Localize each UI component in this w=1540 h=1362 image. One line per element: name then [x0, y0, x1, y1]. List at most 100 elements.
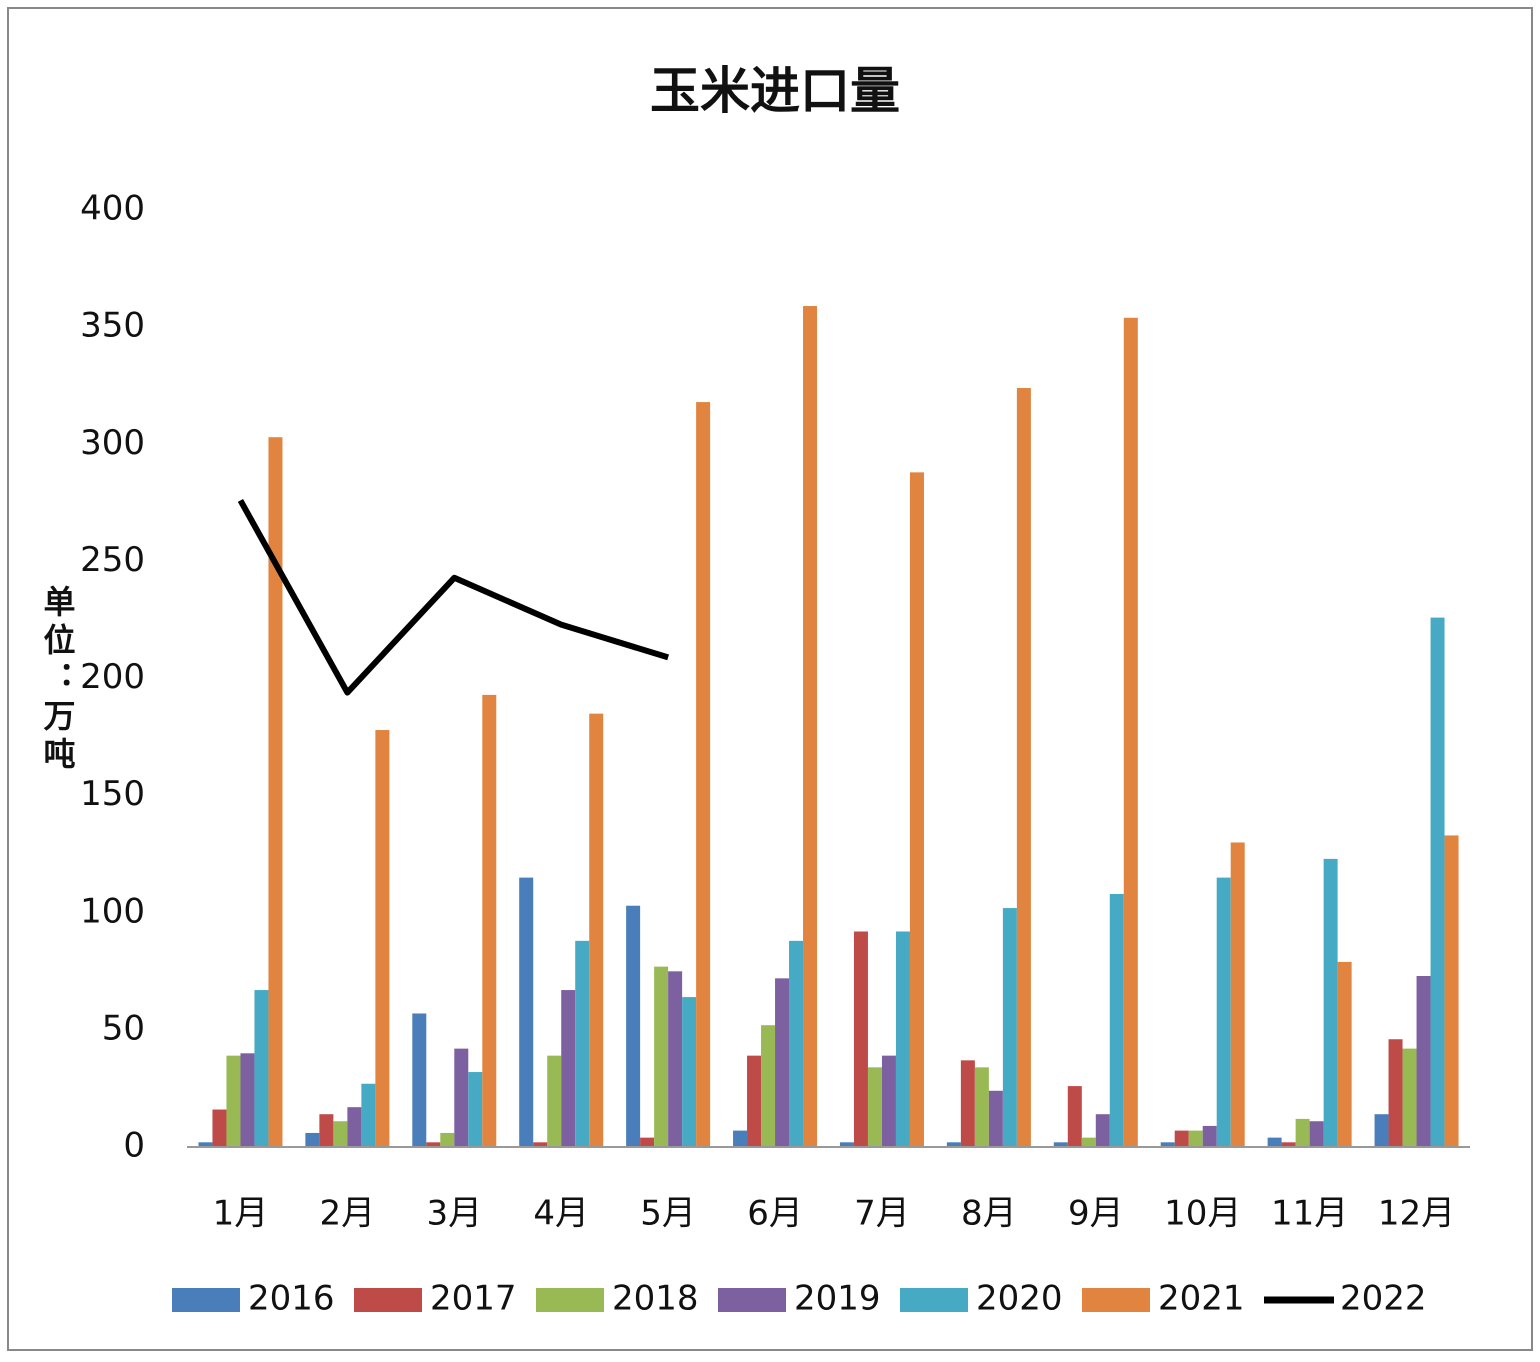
bar: [575, 940, 590, 1147]
x-tick-label: 6月: [747, 1194, 803, 1234]
y-tick-label: 250: [80, 540, 145, 580]
bar: [668, 971, 683, 1147]
legend-swatch: [900, 1288, 968, 1312]
legend-label: 2020: [976, 1279, 1063, 1319]
bar: [212, 1109, 227, 1147]
legend-label: 2019: [794, 1279, 881, 1319]
legend-label: 2018: [612, 1279, 699, 1319]
x-tick-label: 5月: [640, 1194, 696, 1234]
bar: [654, 966, 669, 1147]
x-tick-label: 9月: [1068, 1194, 1124, 1234]
bar: [803, 306, 818, 1148]
y-tick-label: 0: [123, 1126, 145, 1166]
bar: [375, 730, 390, 1147]
legend-swatch: [172, 1288, 240, 1312]
legend-label: 2016: [248, 1279, 335, 1319]
bar: [226, 1055, 241, 1147]
bar: [1053, 1142, 1068, 1147]
bar: [1309, 1121, 1324, 1147]
bar: [1337, 961, 1352, 1147]
bar: [696, 402, 711, 1148]
line: [237, 499, 670, 696]
bar: [733, 1130, 748, 1147]
bar: [682, 997, 697, 1147]
legend-swatch: [1082, 1288, 1150, 1312]
y-tick-label: 400: [80, 189, 145, 229]
x-tick-label: 12月: [1378, 1194, 1455, 1234]
bar: [333, 1121, 348, 1147]
bar: [1081, 1137, 1096, 1147]
bar: [426, 1142, 441, 1147]
bar: [1188, 1130, 1203, 1147]
x-tick-label: 11月: [1271, 1194, 1348, 1234]
bar: [519, 877, 534, 1147]
legend-label: 2017: [430, 1279, 517, 1319]
bar: [1388, 1039, 1403, 1147]
bar: [775, 978, 790, 1147]
bar: [626, 905, 641, 1147]
bar: [361, 1083, 376, 1147]
legend-label: 2021: [1158, 1279, 1245, 1319]
bar: [1444, 835, 1459, 1147]
bar: [1295, 1118, 1310, 1147]
bar: [240, 1053, 255, 1147]
x-tick-label: 1月: [213, 1194, 269, 1234]
bar: [254, 990, 269, 1147]
bar: [1230, 842, 1245, 1147]
bar: [347, 1107, 362, 1147]
bar: [198, 1142, 213, 1147]
bar: [1374, 1114, 1389, 1147]
x-tick-label: 3月: [426, 1194, 482, 1234]
x-tick-label: 10月: [1164, 1194, 1241, 1234]
bar: [974, 1067, 989, 1147]
y-tick-label: 50: [102, 1008, 145, 1048]
bar: [1016, 388, 1031, 1147]
bar: [589, 713, 604, 1147]
y-tick-label: 200: [80, 657, 145, 697]
legend-swatch: [718, 1288, 786, 1312]
bar: [1095, 1114, 1110, 1147]
bar: [547, 1055, 562, 1147]
bar: [1323, 858, 1338, 1147]
x-tick-label: 7月: [854, 1194, 910, 1234]
bar: [1430, 617, 1445, 1147]
chart-title: 玉米进口量: [650, 61, 900, 120]
bar: [1002, 908, 1017, 1147]
bar: [454, 1048, 469, 1147]
bar: [761, 1025, 776, 1147]
bar: [1174, 1130, 1189, 1147]
bar: [533, 1142, 548, 1147]
bar: [1067, 1086, 1082, 1147]
frame: [7, 7, 1533, 1351]
bar: [1109, 894, 1124, 1147]
bar: [853, 931, 868, 1147]
bar: [1123, 317, 1138, 1147]
legend-swatch: [536, 1288, 604, 1312]
bar: [1267, 1137, 1282, 1147]
bar: [1416, 975, 1431, 1147]
bar: [867, 1067, 882, 1147]
bar: [946, 1142, 961, 1147]
bar: [1402, 1048, 1417, 1147]
bar: [561, 990, 576, 1147]
bar: [482, 694, 497, 1147]
bar: [319, 1114, 334, 1147]
bar: [881, 1055, 896, 1147]
bar: [839, 1142, 854, 1147]
bar: [468, 1072, 483, 1147]
bar: [1216, 877, 1231, 1147]
bar: [440, 1132, 455, 1147]
x-tick-label: 2月: [320, 1194, 376, 1234]
y-tick-label: 350: [80, 306, 145, 346]
bar: [1202, 1125, 1217, 1147]
bar: [1281, 1142, 1296, 1147]
y-tick-label: 100: [80, 891, 145, 931]
bar: [268, 437, 283, 1147]
bar: [909, 472, 924, 1147]
y-axis-label: 单位：万吨: [39, 585, 77, 775]
legend-swatch: [354, 1288, 422, 1312]
x-tick-label: 8月: [961, 1194, 1017, 1234]
x-tick-label: 4月: [533, 1194, 589, 1234]
bar: [895, 931, 910, 1147]
